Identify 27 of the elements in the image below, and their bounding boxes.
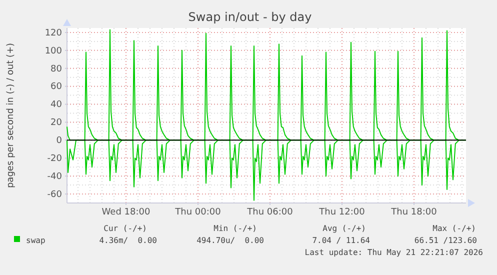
text: 4.36m/ 0.00 — [99, 236, 158, 245]
y-tick-label: 80 — [50, 64, 62, 74]
legend-label: swap — [26, 236, 46, 245]
chart-title: Swap in/out - by day — [188, 10, 312, 24]
x-tick-label: Thu 00:00 — [174, 207, 222, 218]
y-tick-label: 100 — [44, 46, 62, 56]
text: 494.70u/ 0.00 — [196, 236, 264, 245]
text: Last update: Thu May 21 22:21:07 2026 — [304, 248, 484, 257]
y-tick-label: 60 — [50, 82, 62, 92]
y-axis-title: pages per second in (-) / out (+) — [6, 42, 16, 188]
y-tick-label: 40 — [50, 100, 62, 110]
x-tick-label: Wed 18:00 — [102, 207, 150, 218]
y-tick-label: -20 — [47, 154, 62, 164]
text: Max (-/+) — [432, 224, 476, 233]
x-tick-label: Thu 18:00 — [390, 207, 438, 218]
y-tick-label: 120 — [44, 28, 62, 38]
y-tick-label: -40 — [47, 172, 62, 182]
text: Min (-/+) — [214, 224, 257, 233]
x-tick-label: Thu 12:00 — [318, 207, 366, 218]
text: 7.04 / 11.64 — [312, 236, 370, 245]
x-tick-label: Thu 06:00 — [246, 207, 294, 218]
y-tick-label: -60 — [47, 190, 62, 200]
text: Avg (-/+) — [322, 224, 366, 233]
y-tick-label: 20 — [50, 118, 62, 128]
text: Cur (-/+) — [104, 224, 147, 233]
text: 66.51 /123.60 — [414, 236, 478, 245]
y-tick-label: 0 — [56, 136, 62, 146]
